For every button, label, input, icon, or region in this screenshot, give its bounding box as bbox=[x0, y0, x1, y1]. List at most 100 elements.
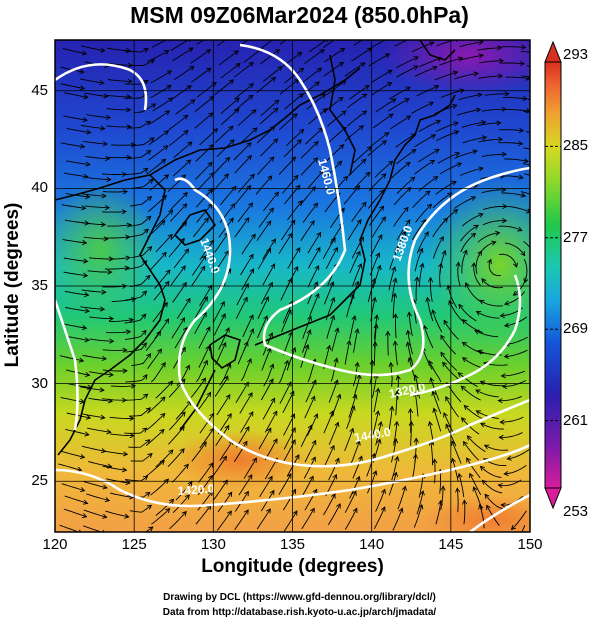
streamline bbox=[480, 381, 504, 387]
streamline-arrowhead bbox=[412, 453, 419, 459]
streamline-arrowhead bbox=[179, 237, 185, 244]
streamline bbox=[131, 137, 155, 147]
streamline bbox=[103, 450, 128, 455]
streamline bbox=[300, 157, 318, 176]
streamline-arrowhead bbox=[425, 296, 431, 303]
streamline bbox=[236, 283, 249, 306]
streamline-arrowhead bbox=[330, 296, 336, 303]
streamline bbox=[65, 193, 90, 198]
streamline bbox=[282, 489, 296, 511]
streamline-arrowhead bbox=[387, 69, 393, 75]
streamline bbox=[148, 145, 168, 161]
streamline bbox=[349, 315, 356, 340]
streamline-arrowhead bbox=[384, 53, 391, 59]
streamline-arrowhead bbox=[284, 359, 290, 366]
streamline bbox=[155, 380, 173, 399]
y-tick-label: 40 bbox=[31, 179, 48, 197]
streamline bbox=[396, 65, 418, 78]
streamline-arrowhead bbox=[250, 233, 256, 239]
chart-title: MSM 09Z06Mar2024 (850.0hPa) bbox=[130, 2, 469, 28]
streamline bbox=[240, 411, 254, 433]
streamline bbox=[175, 400, 192, 420]
streamline bbox=[171, 464, 189, 483]
streamline-arrowhead bbox=[385, 330, 391, 336]
streamline-arrowhead bbox=[82, 499, 89, 505]
streamline bbox=[375, 489, 386, 512]
streamline-arrowhead bbox=[313, 202, 319, 208]
streamline bbox=[521, 75, 530, 78]
streamline-arrowhead bbox=[497, 45, 503, 51]
streamline-arrowhead bbox=[503, 471, 509, 477]
streamline bbox=[256, 315, 268, 339]
streamline bbox=[499, 175, 523, 179]
streamline bbox=[395, 391, 398, 416]
streamline-arrowhead bbox=[447, 192, 453, 198]
streamline-arrowhead bbox=[297, 200, 303, 206]
streamline bbox=[214, 375, 229, 397]
streamline bbox=[467, 435, 486, 453]
streamline bbox=[125, 393, 148, 401]
streamline bbox=[194, 296, 208, 319]
streamline-arrowhead bbox=[126, 222, 132, 228]
streamline bbox=[63, 172, 88, 178]
streamline-arrowhead bbox=[480, 119, 487, 126]
streamline bbox=[111, 144, 136, 146]
streamline-arrowhead bbox=[337, 160, 343, 166]
streamline bbox=[482, 153, 506, 157]
streamline bbox=[415, 204, 432, 223]
streamline bbox=[173, 248, 189, 269]
streamline-arrowhead bbox=[297, 51, 303, 57]
streamline-arrowhead bbox=[440, 351, 446, 357]
streamline-arrowhead bbox=[249, 173, 255, 179]
streamline-arrowhead bbox=[146, 196, 153, 201]
streamline-arrowhead bbox=[350, 405, 356, 411]
streamline-arrowhead bbox=[168, 449, 174, 455]
streamline-arrowhead bbox=[244, 282, 249, 289]
streamline-arrowhead bbox=[354, 361, 360, 367]
streamline bbox=[259, 476, 273, 498]
streamline-arrowhead bbox=[314, 81, 320, 87]
streamline-arrowhead bbox=[299, 128, 305, 134]
streamline bbox=[234, 217, 250, 238]
streamline bbox=[63, 115, 88, 121]
streamline bbox=[260, 138, 278, 157]
streamline bbox=[344, 125, 364, 142]
streamline bbox=[372, 374, 377, 398]
streamline bbox=[255, 175, 273, 195]
streamline bbox=[191, 266, 206, 287]
streamline-arrowhead bbox=[520, 192, 527, 198]
streamline bbox=[107, 79, 132, 82]
streamline bbox=[482, 479, 503, 494]
streamline-arrowhead bbox=[243, 341, 249, 347]
streamline bbox=[371, 216, 386, 238]
streamline bbox=[62, 323, 87, 329]
streamline-arrowhead bbox=[427, 420, 433, 427]
streamline-arrowhead bbox=[229, 139, 235, 145]
streamline bbox=[307, 170, 324, 189]
streamline bbox=[476, 410, 499, 419]
streamline bbox=[219, 363, 231, 386]
streamline bbox=[107, 224, 132, 227]
streamline-arrowhead bbox=[84, 292, 90, 298]
streamline-arrowhead bbox=[358, 125, 365, 131]
streamline-arrowhead bbox=[495, 230, 501, 236]
streamline-arrowhead bbox=[160, 396, 166, 402]
streamline bbox=[168, 411, 186, 431]
streamline-arrowhead bbox=[338, 96, 344, 102]
streamline-arrowhead bbox=[356, 219, 362, 225]
streamline bbox=[199, 413, 215, 434]
streamline bbox=[300, 344, 309, 368]
streamline-arrowhead bbox=[208, 490, 213, 496]
streamline-arrowhead bbox=[270, 397, 276, 403]
streamline-arrowhead bbox=[483, 444, 490, 450]
streamline bbox=[106, 108, 131, 111]
streamline bbox=[421, 347, 433, 370]
streamline-arrowhead bbox=[248, 202, 254, 208]
streamline bbox=[304, 489, 318, 511]
streamline-arrowhead bbox=[102, 484, 108, 490]
streamline-arrowhead bbox=[460, 417, 467, 423]
streamline bbox=[145, 460, 165, 477]
streamline bbox=[323, 97, 344, 113]
streamline bbox=[414, 134, 436, 148]
streamline bbox=[242, 314, 254, 338]
